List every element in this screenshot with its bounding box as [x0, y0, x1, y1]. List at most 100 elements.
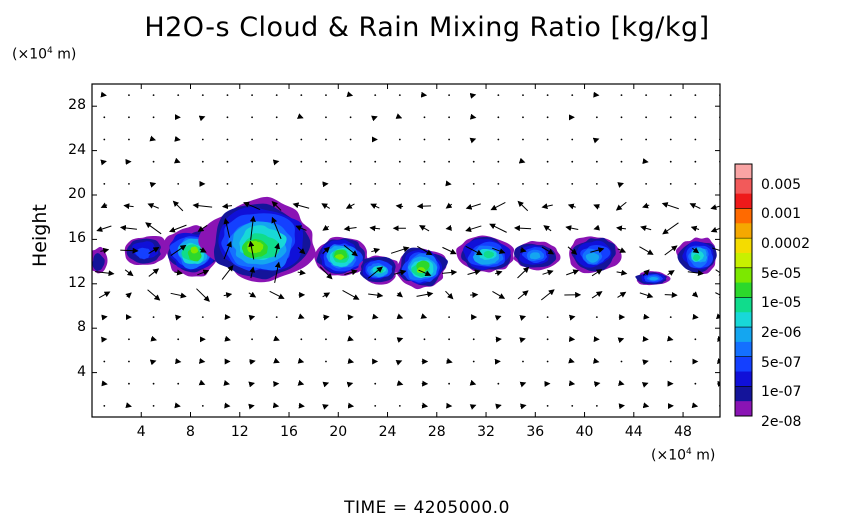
colorbar-segment: [735, 267, 752, 284]
wind-vector: [717, 335, 720, 342]
x-tick-label: 36: [526, 424, 545, 440]
wind-vector: [323, 314, 330, 321]
colorbar-label: 1e-07: [761, 384, 802, 401]
wind-vector: [710, 204, 720, 211]
wind-vector: [123, 203, 134, 210]
wind-vector: [221, 265, 234, 280]
colorbar-label: 0.005: [761, 176, 802, 193]
wind-vector: [423, 116, 426, 119]
wind-vector: [322, 404, 329, 410]
wind-vector: [101, 380, 108, 387]
wind-vector: [448, 338, 450, 341]
wind-vector: [297, 247, 306, 255]
wind-vector: [592, 357, 600, 364]
wind-vector: [617, 247, 627, 253]
wind-vector: [694, 338, 697, 341]
wind-vector: [346, 91, 354, 98]
wind-vector: [128, 338, 130, 341]
wind-vector: [419, 225, 430, 232]
wind-vector: [568, 357, 575, 364]
wind-vector: [201, 160, 204, 163]
x-tick-label: 44: [624, 424, 643, 440]
x-tick-label: 32: [477, 424, 495, 440]
colorbar-label: 0.0002: [761, 236, 810, 253]
wind-vector: [251, 160, 253, 163]
wind-vector: [251, 183, 253, 185]
colorbar-segment: [735, 386, 752, 402]
y-tick-label: 12: [68, 274, 86, 291]
wind-vector: [645, 183, 648, 185]
wind-vector: [571, 405, 574, 407]
wind-vector: [103, 405, 106, 407]
wind-vector: [694, 116, 697, 119]
wind-vector: [275, 94, 278, 96]
wind-vector: [345, 203, 355, 209]
wind-vector: [522, 94, 524, 96]
wind-vector: [396, 380, 404, 386]
wind-vector: [641, 382, 649, 388]
colorbar-segment: [735, 164, 752, 180]
wind-vector: [571, 160, 574, 163]
wind-vector: [124, 269, 134, 277]
wind-vector: [593, 224, 601, 231]
wind-vector: [442, 246, 457, 255]
wind-vector: [546, 183, 549, 185]
wind-vector: [197, 269, 210, 276]
wind-vector: [441, 269, 458, 276]
wind-vector: [645, 116, 648, 119]
wind-vector: [325, 360, 327, 363]
wind-vector: [128, 94, 130, 96]
wind-vector: [395, 113, 403, 119]
cloud-region: [513, 240, 561, 271]
wind-vector: [199, 247, 207, 253]
wind-vector: [374, 405, 377, 407]
wind-vector: [223, 380, 230, 386]
wind-vector: [465, 245, 483, 256]
wind-vector: [297, 313, 305, 320]
wind-vector: [344, 269, 358, 276]
wind-vector: [518, 157, 526, 164]
wind-vector: [546, 316, 549, 318]
wind-vector: [642, 202, 650, 209]
wind-vector: [620, 94, 623, 96]
wind-vector: [152, 94, 155, 96]
wind-vector: [522, 360, 524, 363]
y-tick-label: 8: [77, 319, 86, 336]
wind-vector: [149, 135, 157, 142]
wind-vector: [248, 403, 255, 410]
cloud-contour: [92, 253, 105, 272]
wind-vector: [170, 292, 187, 299]
wind-vector: [497, 160, 500, 163]
x-tick-label: 24: [378, 424, 397, 440]
wind-vector: [669, 94, 672, 96]
wind-vector: [128, 116, 130, 119]
wind-vector: [322, 292, 331, 299]
time-label: TIME = 4205000.0: [344, 498, 510, 518]
colorbar-segment: [735, 193, 752, 209]
wind-vector: [571, 94, 574, 96]
wind-vector: [639, 292, 654, 299]
wind-vector: [448, 382, 450, 385]
wind-vector: [152, 160, 155, 163]
wind-vector: [465, 203, 481, 210]
wind-vector: [520, 247, 527, 253]
wind-vector: [152, 405, 155, 407]
wind-vector: [495, 403, 502, 410]
wind-vector: [249, 266, 256, 279]
wind-vector: [617, 182, 624, 188]
wind-vector: [595, 116, 598, 119]
wind-vector: [418, 269, 432, 277]
wind-vector: [325, 160, 327, 163]
x-tick-label: 8: [186, 424, 195, 440]
colorbar-segment: [735, 238, 752, 254]
wind-vector: [522, 183, 524, 185]
colorbar-segment: [735, 252, 752, 269]
x-tick-label: 12: [230, 424, 249, 440]
wind-vector: [595, 405, 598, 407]
wind-vector: [592, 137, 600, 144]
wind-vector: [349, 116, 352, 119]
axis-ticks: [92, 84, 720, 417]
wind-vector: [224, 335, 231, 342]
wind-vector: [669, 138, 672, 141]
wind-vector: [198, 115, 206, 122]
